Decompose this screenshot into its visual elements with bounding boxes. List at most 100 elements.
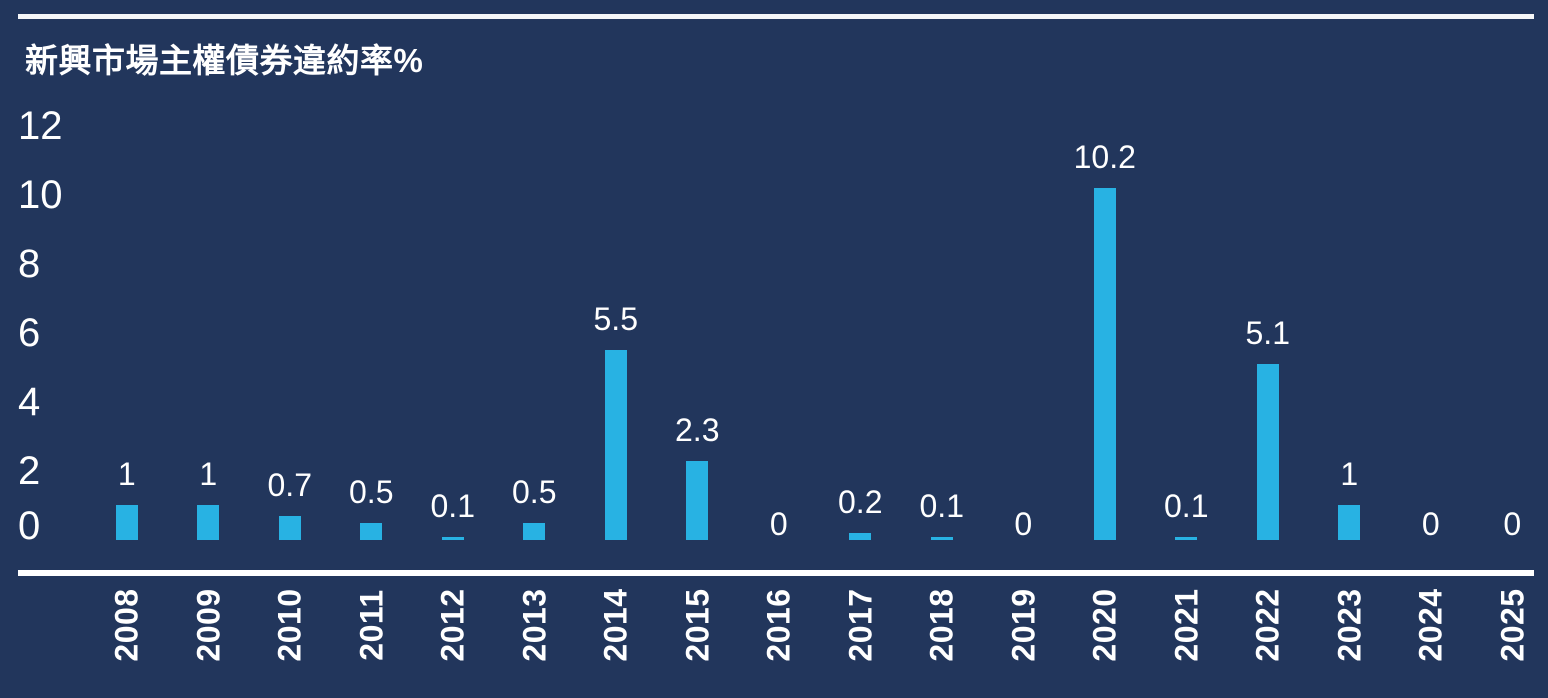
value-label: 0.1	[919, 488, 964, 524]
bar	[604, 350, 627, 540]
value-label: 0.7	[267, 467, 312, 503]
year-cell: 2018	[901, 575, 983, 675]
bar	[686, 461, 709, 540]
year-label: 2015	[679, 588, 716, 662]
chart-title: 新興市場主權債券違約率%	[25, 42, 424, 79]
bar-column: 0.1	[1146, 110, 1228, 540]
bar-column: 0.1	[901, 110, 983, 540]
year-label: 2012	[434, 588, 471, 662]
value-label: 0	[1014, 506, 1033, 542]
bar-column: 1	[86, 110, 168, 540]
bar-column: 1	[1309, 110, 1391, 540]
value-label: 0.5	[349, 474, 394, 510]
bar-column: 5.5	[575, 110, 657, 540]
y-tick-label: 0	[18, 504, 41, 548]
year-cell: 2025	[1472, 575, 1548, 675]
year-label: 2025	[1494, 588, 1531, 662]
year-label: 2020	[1086, 588, 1123, 662]
bar-column: 0.2	[820, 110, 902, 540]
bar-column: 0.1	[412, 110, 494, 540]
year-label: 2014	[597, 588, 634, 662]
year-label: 2009	[190, 588, 227, 662]
bar-column: 0	[1472, 110, 1548, 540]
y-axis: 12 10 8 6 4 2 0	[0, 0, 86, 698]
year-cell: 2011	[331, 575, 413, 675]
value-label: 1	[199, 456, 218, 492]
value-label: 0.1	[430, 488, 475, 524]
year-label: 2018	[923, 588, 960, 662]
year-label: 2017	[842, 588, 879, 662]
year-label: 2024	[1412, 588, 1449, 662]
year-cell: 2014	[575, 575, 657, 675]
value-label: 0.5	[512, 474, 557, 510]
year-cell: 2012	[412, 575, 494, 675]
bar	[197, 505, 220, 540]
bar-column: 0.5	[331, 110, 413, 540]
bar-column: 10.2	[1064, 110, 1146, 540]
year-label: 2016	[760, 588, 797, 662]
year-cell: 2016	[738, 575, 820, 675]
value-label: 0	[1421, 506, 1440, 542]
year-cell: 2010	[249, 575, 331, 675]
year-cell: 2017	[820, 575, 902, 675]
bar	[115, 505, 138, 540]
bar	[849, 533, 872, 540]
y-tick-label: 4	[18, 380, 41, 424]
bar-column: 0	[1390, 110, 1472, 540]
x-axis-labels: 2008 2009 2010 2011 2012 2013 2014 2015 2016 2017…	[86, 575, 1548, 675]
y-tick-label: 2	[18, 449, 41, 493]
year-label: 2019	[1005, 588, 1042, 662]
bar-column: 0	[983, 110, 1065, 540]
bar-column: 1	[168, 110, 250, 540]
year-cell: 2009	[168, 575, 250, 675]
bar-column: 5.1	[1227, 110, 1309, 540]
bar	[930, 537, 953, 540]
year-cell: 2015	[657, 575, 739, 675]
year-label: 2010	[271, 588, 308, 662]
value-label: 0	[769, 506, 788, 542]
year-cell: 2022	[1227, 575, 1309, 675]
year-label: 2022	[1249, 588, 1286, 662]
value-label: 0	[1503, 506, 1522, 542]
y-tick-label: 12	[18, 104, 63, 148]
plot-area: 1 1 0.7 0.5 0.1 0.5 5.5 2.3 0 0.2 0.1 0 10.2 0.1 5.1 1 0…	[86, 110, 1548, 540]
y-tick-label: 8	[18, 242, 41, 286]
year-label: 2011	[353, 589, 390, 661]
value-label: 10.2	[1073, 139, 1136, 175]
value-label: 2.3	[675, 412, 720, 448]
year-cell: 2008	[86, 575, 168, 675]
bar-column: 0.5	[494, 110, 576, 540]
year-label: 2013	[516, 588, 553, 662]
bar	[1175, 537, 1198, 540]
bar	[360, 523, 383, 540]
year-label: 2008	[108, 588, 145, 662]
bar-column: 0	[738, 110, 820, 540]
value-label: 1	[117, 456, 136, 492]
year-cell: 2020	[1064, 575, 1146, 675]
year-label: 2021	[1168, 588, 1205, 662]
year-cell: 2021	[1146, 575, 1228, 675]
value-label: 0.2	[838, 484, 883, 520]
year-cell: 2019	[983, 575, 1065, 675]
value-label: 1	[1340, 456, 1359, 492]
y-tick-label: 6	[18, 311, 41, 355]
bar	[278, 516, 301, 540]
year-cell: 2023	[1309, 575, 1391, 675]
bar	[1256, 364, 1279, 540]
value-label: 0.1	[1164, 488, 1209, 524]
bar	[441, 537, 464, 540]
value-label: 5.1	[1245, 315, 1290, 351]
top-divider-rule	[18, 14, 1534, 19]
y-tick-label: 10	[18, 173, 63, 217]
bar	[523, 523, 546, 540]
x-axis-line	[18, 570, 1534, 576]
bar	[1338, 505, 1361, 540]
bar-column: 2.3	[657, 110, 739, 540]
bar-column: 0.7	[249, 110, 331, 540]
year-label: 2023	[1331, 588, 1368, 662]
year-cell: 2024	[1390, 575, 1472, 675]
year-cell: 2013	[494, 575, 576, 675]
bar	[1093, 188, 1116, 540]
value-label: 5.5	[593, 301, 638, 337]
